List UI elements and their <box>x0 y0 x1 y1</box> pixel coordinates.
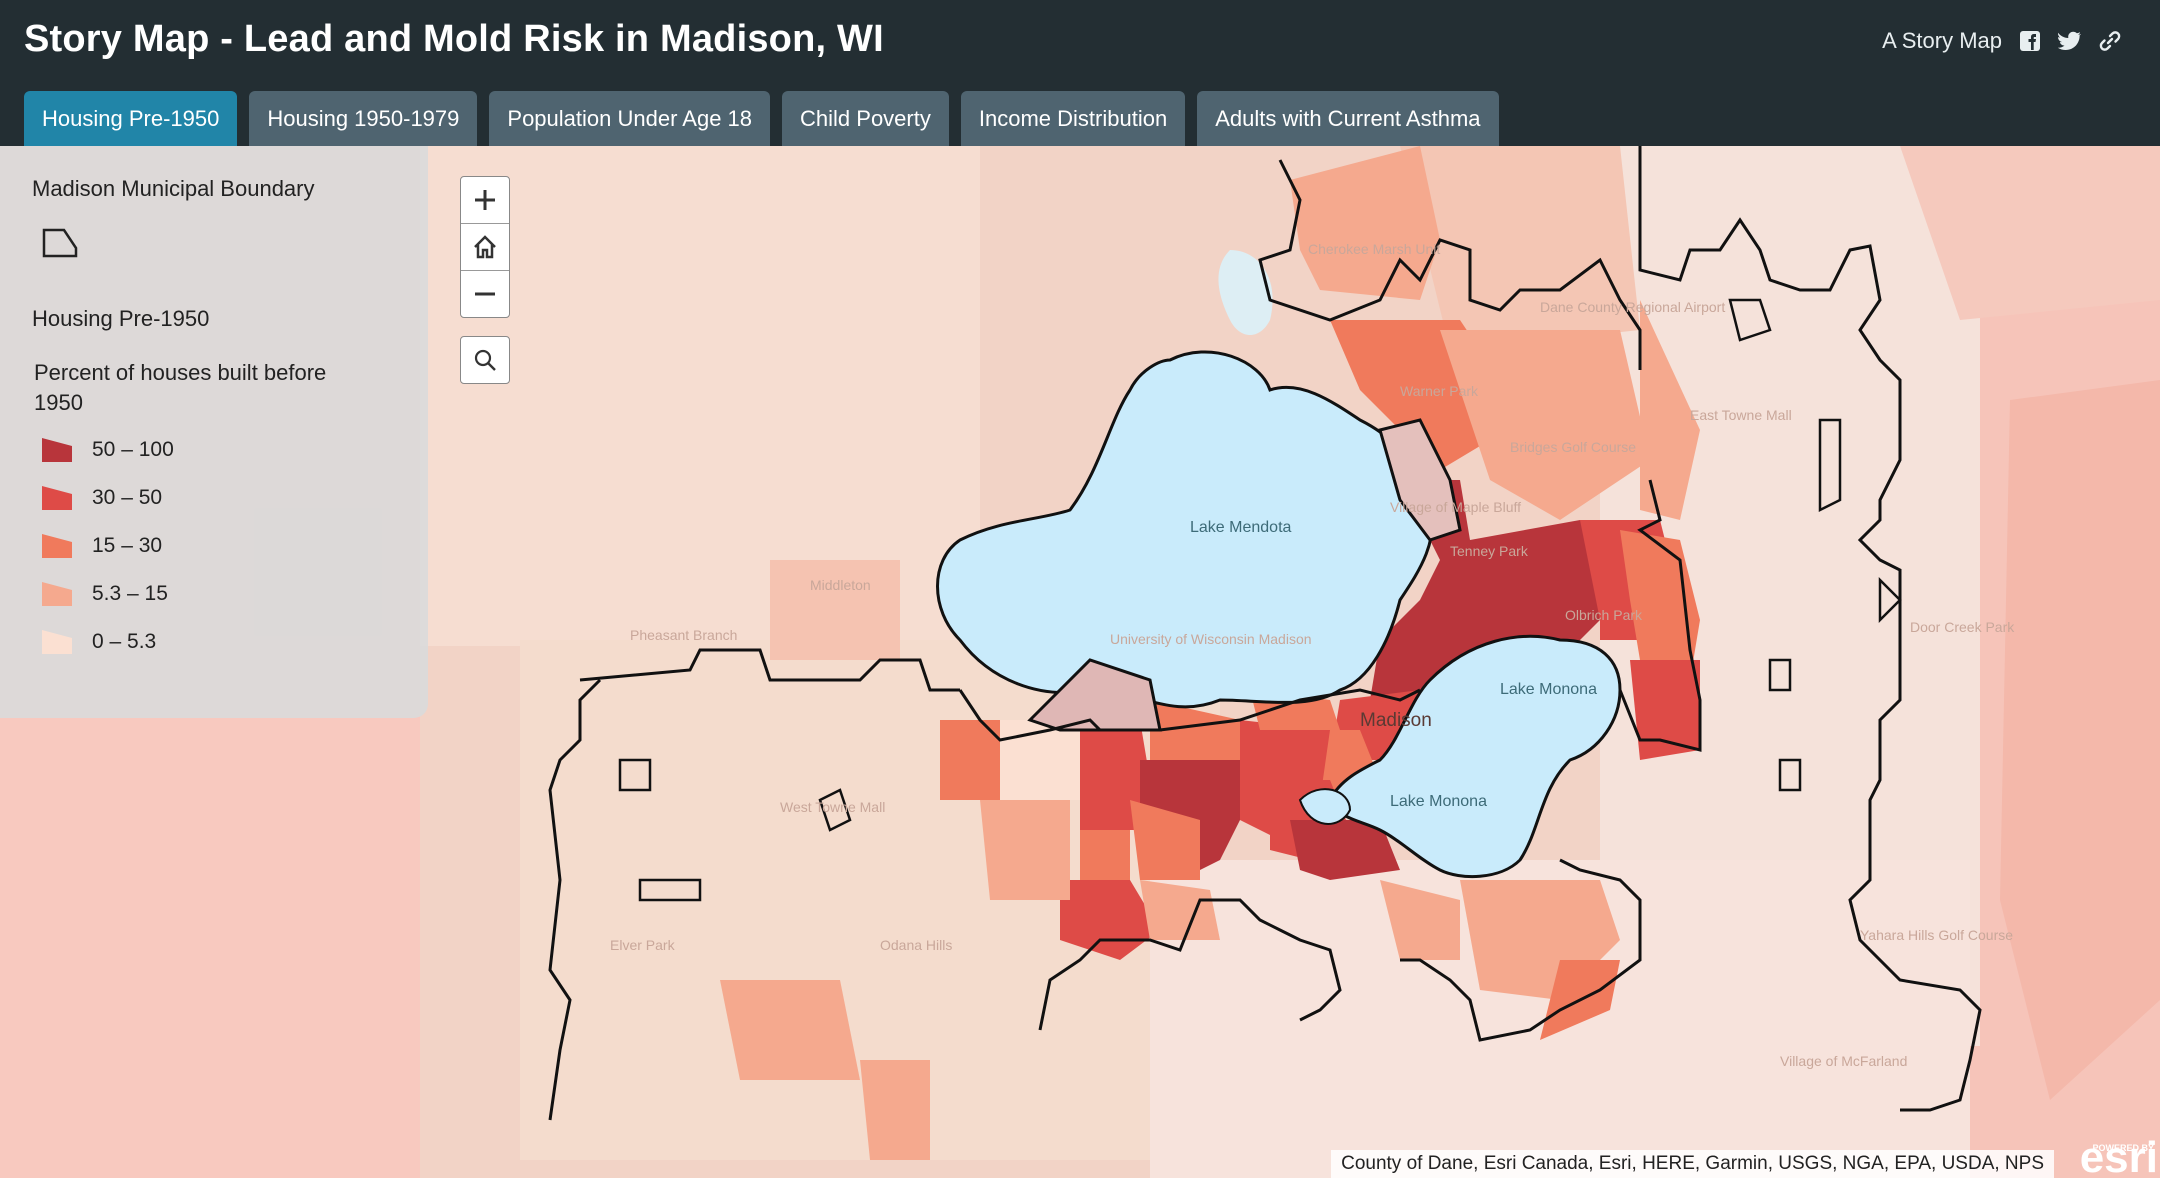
lake-mendota <box>936 350 1435 709</box>
legend-class-50-100: 50 – 100 <box>40 436 174 464</box>
tab-bar: Housing Pre-1950 Housing 1950-1979 Popul… <box>24 91 1499 146</box>
tab-adults-asthma[interactable]: Adults with Current Asthma <box>1197 91 1499 146</box>
odana-hills-label: Odana Hills <box>880 937 952 953</box>
lake-monona-label: Lake Monona <box>1390 793 1487 810</box>
tab-child-poverty[interactable]: Child Poverty <box>782 91 949 146</box>
tract-fill <box>770 560 900 660</box>
zoom-out-button[interactable] <box>461 270 509 317</box>
swatch-icon <box>42 630 72 654</box>
tract-fill <box>860 1060 930 1160</box>
app-header: Story Map - Lead and Mold Risk in Madiso… <box>0 0 2160 146</box>
lake-wetland <box>1218 250 1273 335</box>
tract-fill <box>1640 300 1700 520</box>
tract-fill <box>1140 880 1220 940</box>
tract-fill <box>980 800 1070 900</box>
legend-class-30-50: 30 – 50 <box>40 484 162 512</box>
search-icon <box>474 349 496 371</box>
tab-income-distribution[interactable]: Income Distribution <box>960 91 1186 146</box>
madison-label: Madison <box>1360 710 1432 731</box>
lake-monona-label: Lake Monona <box>1500 681 1597 698</box>
middleton-label: Middleton <box>810 577 871 593</box>
municipal-boundary <box>1400 858 1642 1042</box>
zoom-in-button[interactable] <box>461 177 509 223</box>
lake-wingra <box>1298 788 1352 825</box>
tract-fill <box>1150 700 1240 770</box>
cherokee-marsh-label: Cherokee Marsh Unit <box>1308 241 1440 257</box>
tract-fill <box>720 980 860 1080</box>
tract-fill <box>1000 720 1080 800</box>
search-button[interactable] <box>460 336 510 384</box>
door-creek-label: Door Creek Park <box>1910 619 2015 635</box>
legend-class-0-5: 0 – 5.3 <box>40 628 156 656</box>
legend-class-5-15: 5.3 – 15 <box>40 580 168 608</box>
legend-field-description: Percent of houses built before 1950 <box>34 360 327 415</box>
west-towne-label: West Towne Mall <box>780 799 885 815</box>
warner-park-label: Warner Park <box>1400 383 1479 399</box>
maple-bluff-village <box>1378 418 1462 542</box>
tract-fill <box>1380 880 1460 960</box>
boundary-enclave <box>618 758 1802 902</box>
elver-park-label: Elver Park <box>610 937 676 953</box>
municipal-boundary <box>958 479 1702 752</box>
tenney-park-label: Tenney Park <box>1450 543 1529 559</box>
tab-population-under-18[interactable]: Population Under Age 18 <box>489 91 771 146</box>
story-map-label[interactable]: A Story Map <box>1882 28 2002 53</box>
link-icon[interactable] <box>2098 29 2122 53</box>
page-title: Story Map - Lead and Mold Risk in Madiso… <box>24 18 884 60</box>
tract-fill <box>1130 800 1200 880</box>
tract-fill <box>2000 380 2160 1100</box>
map-attribution: County of Dane, Esri Canada, Esri, HERE,… <box>1331 1150 2054 1178</box>
swatch-icon <box>42 582 72 606</box>
tract-fill <box>1440 330 1650 520</box>
maple-bluff-label: Village of Maple Bluff <box>1390 499 1521 515</box>
boundary-enclave <box>1728 298 1902 692</box>
brand-bar: A Story Map <box>1882 28 2122 54</box>
esri-logo[interactable]: POWERED BY esri <box>2079 1133 2158 1178</box>
tab-housing-1950-1979[interactable]: Housing 1950-1979 <box>249 91 478 146</box>
tract-fill <box>1630 660 1700 760</box>
swatch-icon <box>42 534 72 558</box>
east-towne-label: East Towne Mall <box>1690 407 1792 423</box>
minus-icon <box>475 292 495 296</box>
plus-icon <box>475 190 495 210</box>
twitter-icon[interactable] <box>2058 29 2082 53</box>
uw-madison-label: University of Wisconsin Madison <box>1110 631 1312 647</box>
facebook-icon[interactable] <box>2018 29 2042 53</box>
swatch-icon <box>42 438 72 462</box>
pheasant-branch-label: Pheasant Branch <box>630 627 737 643</box>
lake-monona <box>1328 634 1622 879</box>
olbrich-park-label: Olbrich Park <box>1565 607 1643 623</box>
yahara-hills-label: Yahara Hills Golf Course <box>1860 927 2013 943</box>
tract-fill <box>1900 146 2160 320</box>
tract-fill <box>1400 146 1640 350</box>
home-button[interactable] <box>461 223 509 270</box>
legend-panel: Madison Municipal Boundary Housing Pre-1… <box>0 146 428 718</box>
legend-boundary-title: Madison Municipal Boundary <box>32 176 315 201</box>
zoom-controls <box>460 176 510 318</box>
municipal-boundary <box>1038 898 1342 1031</box>
municipal-boundary <box>548 146 1982 1121</box>
home-icon <box>474 235 496 259</box>
tract-fill <box>1290 820 1400 880</box>
lake-mendota-label: Lake Mendota <box>1190 519 1292 536</box>
bridges-golf-label: Bridges Golf Course <box>1510 439 1636 455</box>
swatch-icon <box>42 486 72 510</box>
tab-housing-pre-1950[interactable]: Housing Pre-1950 <box>24 91 238 146</box>
legend-class-15-30: 15 – 30 <box>40 532 162 560</box>
mcfarland-label: Village of McFarland <box>1780 1053 1907 1069</box>
boundary-symbol-icon <box>42 228 78 258</box>
airport-label: Dane County Regional Airport <box>1540 299 1725 315</box>
legend-layer-title: Housing Pre-1950 <box>32 306 210 331</box>
tract-fill <box>940 720 1000 800</box>
tract-fill <box>1370 480 1610 740</box>
